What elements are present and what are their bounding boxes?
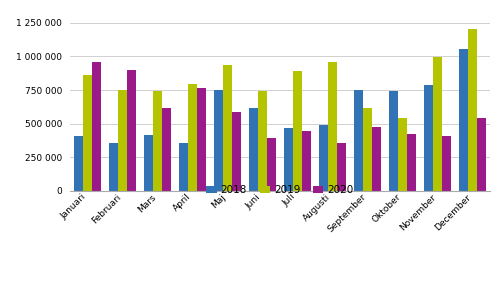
Bar <box>407 134 416 191</box>
Bar <box>337 143 345 191</box>
Bar <box>162 107 170 191</box>
Bar <box>363 107 372 191</box>
Bar <box>118 90 127 191</box>
Bar <box>477 118 486 191</box>
Bar <box>110 143 118 191</box>
Bar <box>293 71 302 191</box>
Bar <box>92 62 100 191</box>
Bar <box>433 57 442 191</box>
Bar <box>214 90 223 191</box>
Bar <box>372 127 380 191</box>
Legend: 2018, 2019, 2020: 2018, 2019, 2020 <box>206 185 354 195</box>
Bar <box>127 71 136 191</box>
Bar <box>328 62 337 191</box>
Bar <box>250 108 258 191</box>
Bar <box>153 91 162 191</box>
Bar <box>284 128 293 191</box>
Bar <box>197 88 205 191</box>
Bar <box>320 125 328 191</box>
Bar <box>267 139 276 191</box>
Bar <box>83 75 92 191</box>
Bar <box>258 91 267 191</box>
Bar <box>302 131 310 191</box>
Bar <box>398 118 407 191</box>
Bar <box>223 65 232 191</box>
Bar <box>390 91 398 191</box>
Bar <box>354 90 363 191</box>
Bar <box>468 30 477 191</box>
Bar <box>232 111 240 191</box>
Bar <box>460 49 468 191</box>
Bar <box>74 136 83 191</box>
Bar <box>424 85 433 191</box>
Bar <box>144 135 153 191</box>
Bar <box>180 143 188 191</box>
Bar <box>442 136 450 191</box>
Bar <box>188 84 197 191</box>
